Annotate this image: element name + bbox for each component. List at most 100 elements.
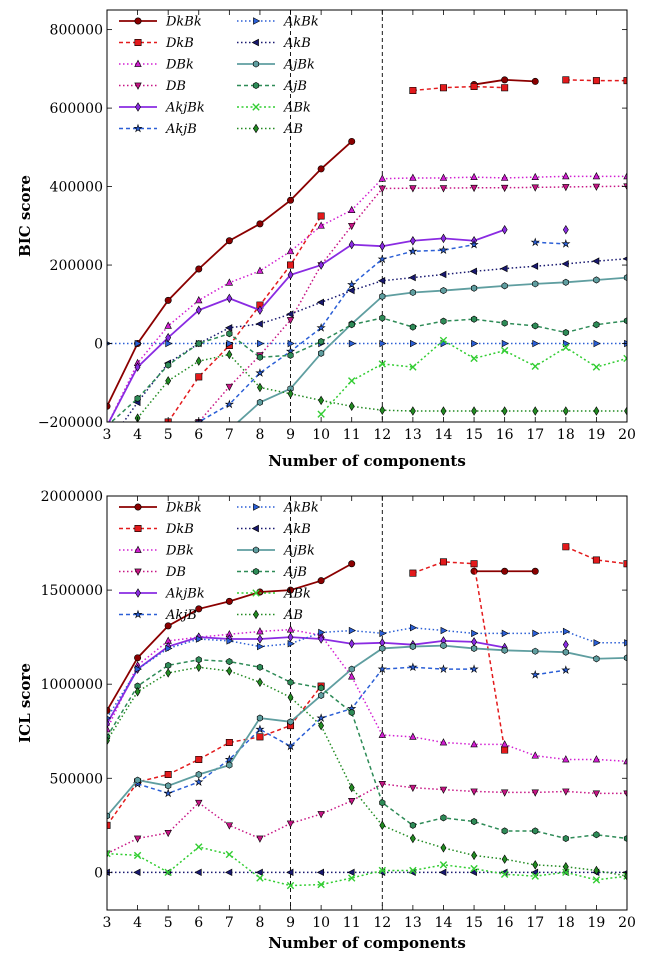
data-point xyxy=(531,362,539,370)
data-point xyxy=(348,222,356,231)
data-point xyxy=(107,821,111,829)
x-tick-label: 20 xyxy=(618,427,636,443)
data-point xyxy=(439,270,447,279)
series-akj-b xyxy=(194,239,479,422)
data-point xyxy=(562,172,570,180)
legend-item-ab: AB xyxy=(237,608,303,623)
data-point xyxy=(623,274,627,282)
data-point xyxy=(623,77,627,85)
data-point xyxy=(107,849,111,858)
data-point xyxy=(317,880,325,889)
data-point xyxy=(440,642,447,650)
data-point xyxy=(318,260,325,270)
data-point xyxy=(226,293,233,304)
data-point xyxy=(348,205,356,213)
data-point xyxy=(470,864,478,873)
series-akj-bk xyxy=(107,225,508,422)
legend-marker xyxy=(134,545,142,553)
data-point xyxy=(195,339,202,348)
data-point xyxy=(287,632,294,642)
data-point xyxy=(348,560,356,568)
data-point xyxy=(561,260,569,268)
data-point xyxy=(348,401,355,412)
y-tick-label: 0 xyxy=(94,865,103,881)
data-point xyxy=(134,339,142,348)
series-line xyxy=(107,626,627,719)
data-point xyxy=(256,835,264,843)
x-tick-label: 7 xyxy=(225,427,234,443)
data-point xyxy=(531,77,539,85)
data-point xyxy=(107,718,110,729)
data-point xyxy=(500,740,509,748)
data-point xyxy=(226,658,233,666)
data-point xyxy=(165,661,172,669)
data-point xyxy=(316,713,326,722)
data-point xyxy=(257,677,263,688)
legend-item-dbk: DBk xyxy=(119,58,194,73)
data-point xyxy=(287,196,295,204)
data-point xyxy=(225,278,234,286)
data-point xyxy=(379,339,387,348)
data-point xyxy=(561,239,571,248)
data-point xyxy=(531,172,539,181)
y-tick-label: 800000 xyxy=(50,23,103,39)
data-point xyxy=(470,172,478,181)
data-point xyxy=(348,377,356,385)
x-tick-label: 12 xyxy=(373,915,391,931)
data-point xyxy=(378,781,386,789)
data-point xyxy=(316,322,326,332)
series-aj-bk xyxy=(107,642,627,820)
data-point xyxy=(562,76,570,84)
data-point xyxy=(592,790,601,798)
x-tick-label: 15 xyxy=(465,915,483,931)
data-point xyxy=(471,850,477,861)
x-tick-label: 19 xyxy=(587,915,605,931)
data-point xyxy=(165,361,172,369)
data-point xyxy=(531,567,539,575)
data-point xyxy=(348,672,356,680)
data-point xyxy=(348,665,355,673)
data-point xyxy=(408,662,418,672)
data-point xyxy=(470,284,478,292)
legend-label: ABk xyxy=(283,587,311,602)
data-point xyxy=(439,786,448,794)
x-tick-label: 6 xyxy=(194,427,203,443)
data-point xyxy=(378,730,386,738)
legend-label: AB xyxy=(283,608,303,623)
data-point xyxy=(318,691,325,700)
x-tick-label: 18 xyxy=(557,427,575,443)
data-point xyxy=(287,339,295,348)
legend-label: DBk xyxy=(165,544,194,559)
data-point xyxy=(256,266,264,274)
data-point xyxy=(409,185,417,193)
data-point xyxy=(561,665,571,674)
data-point xyxy=(377,277,386,285)
data-point xyxy=(592,755,601,763)
data-point xyxy=(286,868,294,877)
legend: DkBk DkB DBk DB AkjBk AkjB AkBk AkB AjBk AjB ABk AB xyxy=(119,501,319,623)
data-point xyxy=(562,543,570,551)
data-point xyxy=(592,172,601,180)
data-point xyxy=(348,638,355,649)
data-point xyxy=(285,741,296,751)
data-point xyxy=(624,406,627,416)
data-point xyxy=(471,629,479,638)
data-point xyxy=(317,212,325,220)
legend-label: DkBk xyxy=(165,501,202,516)
y-tick-label: 1500000 xyxy=(41,583,103,599)
x-tick-label: 8 xyxy=(255,427,264,443)
data-point xyxy=(470,818,478,826)
data-point xyxy=(501,319,508,327)
series-line xyxy=(137,666,475,795)
data-point xyxy=(440,317,447,325)
legend-label: AkjB xyxy=(165,608,197,623)
data-point xyxy=(256,733,264,741)
series-ak-bk xyxy=(107,624,627,721)
data-point xyxy=(318,628,326,637)
data-point xyxy=(592,876,601,884)
data-point xyxy=(469,868,477,877)
legend-marker xyxy=(252,81,260,90)
legend: DkBk DkB DBk DB AkjBk AkjB AkBk AkB AjBk AjB ABk AB xyxy=(119,15,319,137)
data-point xyxy=(623,354,627,363)
